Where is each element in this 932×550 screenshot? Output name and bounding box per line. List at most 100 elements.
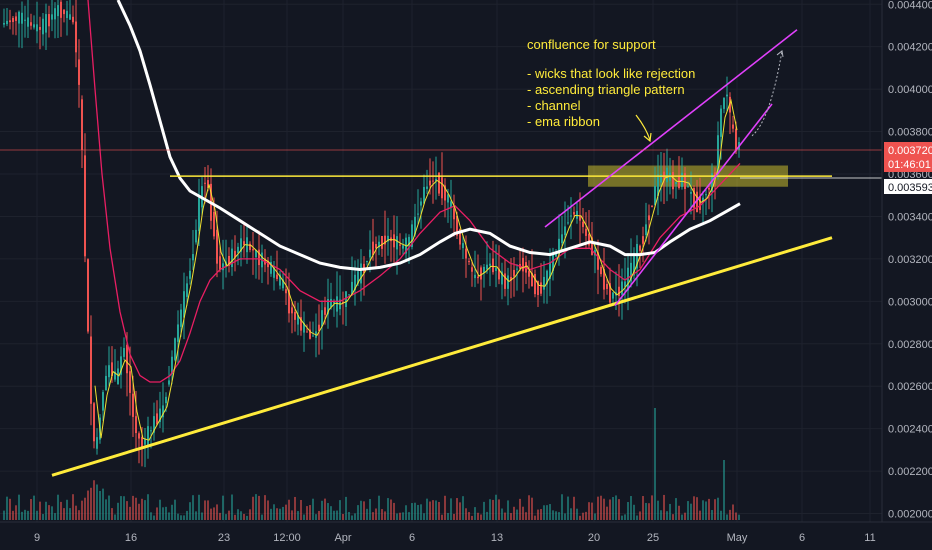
- volume-bar: [687, 501, 689, 520]
- candle-body: [162, 405, 164, 418]
- candle-body: [717, 135, 719, 171]
- volume-bar: [663, 494, 665, 520]
- volume-bar: [594, 513, 596, 520]
- volume-bar: [378, 495, 380, 520]
- volume-bar: [141, 498, 143, 520]
- candle-body: [198, 197, 200, 231]
- candle-body: [411, 224, 413, 247]
- candle-body: [708, 187, 710, 190]
- volume-bar: [342, 513, 344, 520]
- candle-body: [54, 8, 56, 20]
- candle-body: [723, 97, 725, 109]
- candle-body: [726, 94, 728, 97]
- time-tick-label: Apr: [334, 532, 351, 544]
- candle-body: [633, 252, 635, 276]
- price-axis-panel[interactable]: [882, 0, 932, 522]
- candle-body: [504, 273, 506, 289]
- candle-body: [459, 228, 461, 245]
- volume-bar: [531, 497, 533, 520]
- volume-bar: [87, 490, 89, 520]
- candle-body: [318, 324, 320, 331]
- candle-body: [564, 226, 566, 236]
- wick-pointer-arrow-head: [643, 132, 652, 143]
- candle-body: [231, 248, 233, 268]
- price-tick-label: 0.003200: [888, 254, 932, 266]
- volume-bar: [66, 499, 68, 520]
- candle-body: [402, 245, 404, 249]
- candle-body: [714, 172, 716, 176]
- candle-body: [510, 276, 512, 281]
- volume-bar: [504, 512, 506, 520]
- time-axis-panel[interactable]: [0, 522, 932, 550]
- price-tick-label: 0.002600: [888, 381, 932, 393]
- price-tick-label: 0.002800: [888, 339, 932, 351]
- candle-body: [543, 276, 545, 290]
- volume-bar: [183, 515, 185, 520]
- volume-bar: [489, 499, 491, 520]
- volume-bar: [540, 509, 542, 520]
- candle-body: [105, 375, 107, 391]
- volume-bar: [30, 498, 32, 520]
- volume-bar: [678, 505, 680, 520]
- volume-bar: [309, 505, 311, 520]
- time-axis: 9 16 23 12:00 Apr 6 13 20 25 May 6 11: [34, 532, 876, 544]
- candle-body: [597, 252, 599, 270]
- volume-bar: [603, 498, 605, 520]
- volume-bar: [426, 498, 428, 520]
- volume-bar: [282, 506, 284, 520]
- volume-bar: [18, 494, 20, 520]
- volume-bar: [252, 496, 254, 520]
- last-price-tag-box: [884, 142, 932, 172]
- volume-bar: [600, 495, 602, 520]
- volume-bar: [417, 504, 419, 520]
- volume-bar: [138, 503, 140, 520]
- volume-bar: [468, 512, 470, 520]
- candle-body: [372, 241, 374, 255]
- volume-bar: [222, 495, 224, 520]
- volume-bar: [156, 507, 158, 520]
- candle-body: [393, 234, 395, 248]
- candle-body: [33, 24, 35, 28]
- candle-body: [369, 249, 371, 258]
- candle-body: [567, 222, 569, 224]
- candle-body: [483, 266, 485, 273]
- projection-arrow-line: [751, 50, 783, 137]
- candle-body: [735, 128, 737, 152]
- candle-body: [384, 235, 386, 245]
- volume-bar: [294, 496, 296, 520]
- volume-bar: [477, 512, 479, 520]
- candle-body: [618, 286, 620, 296]
- candles: [3, 0, 740, 468]
- candle-body: [297, 315, 299, 325]
- candle-body: [681, 172, 683, 187]
- candle-body: [132, 393, 134, 417]
- volume-bar: [336, 510, 338, 520]
- candle-body: [126, 344, 128, 374]
- candle-body: [249, 243, 251, 250]
- candle-body: [426, 186, 428, 189]
- candle-body: [237, 246, 239, 253]
- volume-bar: [666, 511, 668, 520]
- volume-bar: [90, 487, 92, 520]
- candle-body: [42, 18, 44, 35]
- candle-body: [78, 59, 80, 85]
- candle-body: [294, 311, 296, 320]
- candle-body: [159, 408, 161, 423]
- candle-body: [366, 261, 368, 263]
- candle-body: [189, 270, 191, 279]
- volume-bar: [675, 498, 677, 520]
- candle-body: [309, 329, 311, 339]
- volume-bar: [69, 508, 71, 520]
- candle-body: [378, 241, 380, 248]
- volume-bar: [465, 508, 467, 520]
- candle-body: [684, 173, 686, 189]
- volume-bar: [48, 505, 50, 520]
- price-tick-label: 0.002000: [888, 509, 932, 521]
- volume-bar: [219, 512, 221, 520]
- volume-bar: [447, 513, 449, 520]
- volume-bar: [78, 510, 80, 520]
- candle-body: [333, 301, 335, 304]
- volume-bar: [525, 512, 527, 520]
- volume-bar: [567, 496, 569, 520]
